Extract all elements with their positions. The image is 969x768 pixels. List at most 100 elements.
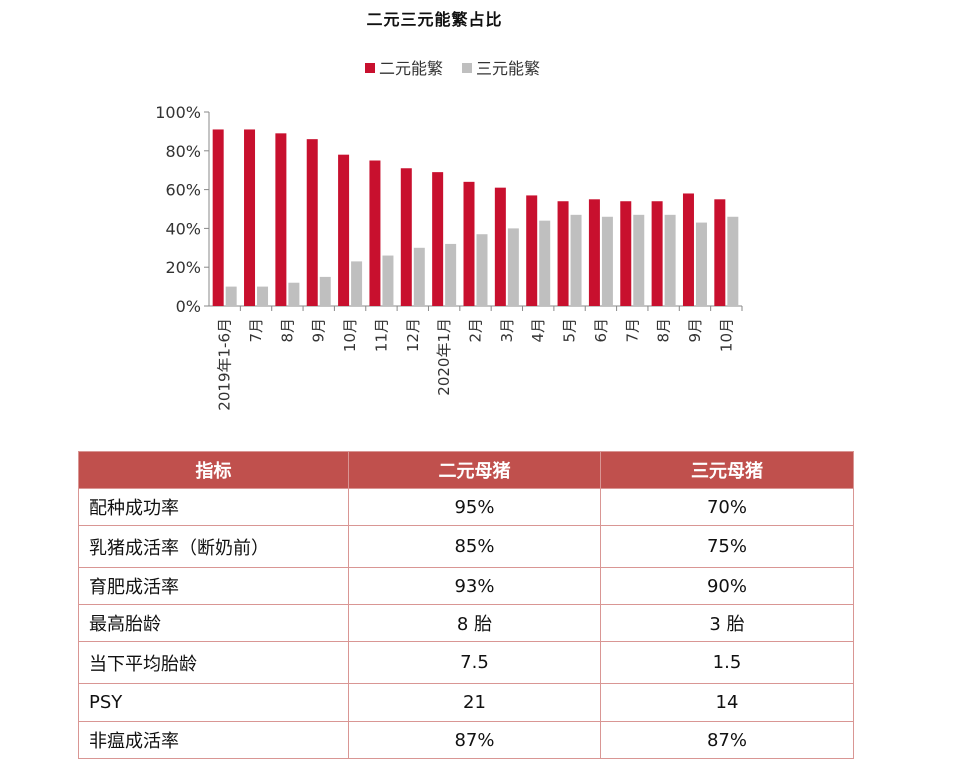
legend-item-series-2: 三元能繁 <box>462 55 540 79</box>
table-header-ternary-sow: 三元母猪 <box>600 451 854 489</box>
bar-binary-8 <box>463 181 475 306</box>
table-row: 非瘟成活率 87% 87% <box>78 721 854 759</box>
table-cell-binary-value: 87% <box>348 721 601 759</box>
bar-ternary-10 <box>539 220 551 306</box>
table-cell-indicator: PSY <box>78 683 349 722</box>
table-cell-indicator: 最高胎龄 <box>78 604 349 642</box>
table-cell-binary-value: 21 <box>348 683 601 722</box>
bar-binary-3 <box>306 139 318 306</box>
x-tick-label: 9月 <box>310 318 328 343</box>
y-tick-label: 20% <box>165 258 201 277</box>
x-tick-label: 2月 <box>467 318 485 343</box>
table-cell-ternary-value: 14 <box>600 683 854 722</box>
table-cell-binary-value: 8 胎 <box>348 604 601 642</box>
legend-swatch-series-1 <box>364 63 375 73</box>
bar-ternary-11 <box>570 214 582 306</box>
y-tick-label: 80% <box>165 142 201 161</box>
footer-note <box>680 758 960 768</box>
table-row: 育肥成活率 93% 90% <box>78 567 854 605</box>
bar-binary-6 <box>400 168 412 306</box>
bar-ternary-7 <box>445 243 457 306</box>
bar-binary-13 <box>620 201 632 306</box>
x-tick-label: 10月 <box>341 318 359 352</box>
x-tick-label: 11月 <box>372 318 390 352</box>
bar-ternary-12 <box>601 216 613 306</box>
table-cell-ternary-value: 3 胎 <box>600 604 854 642</box>
table-cell-indicator: 育肥成活率 <box>78 567 349 605</box>
bar-ternary-4 <box>351 261 363 306</box>
table-cell-binary-value: 85% <box>348 525 601 568</box>
legend-item-series-1: 二元能繁 <box>364 55 443 79</box>
table-row: 配种成功率 95% 70% <box>78 488 854 526</box>
bar-binary-0 <box>212 129 224 306</box>
table-cell-ternary-value: 70% <box>600 488 854 526</box>
bar-ternary-8 <box>476 234 488 306</box>
y-tick-label: 100% <box>155 103 201 122</box>
bar-binary-15 <box>682 193 694 306</box>
bar-ternary-3 <box>319 276 331 306</box>
x-tick-label: 4月 <box>529 318 547 343</box>
bar-binary-7 <box>432 172 444 306</box>
bar-binary-12 <box>588 199 600 306</box>
table-cell-indicator: 乳猪成活率（断奶前） <box>78 525 349 568</box>
table-cell-binary-value: 7.5 <box>348 641 601 684</box>
bar-ternary-14 <box>664 214 676 306</box>
table-header-binary-sow: 二元母猪 <box>348 451 601 489</box>
bar-binary-10 <box>526 195 538 306</box>
table-cell-ternary-value: 87% <box>600 721 854 759</box>
table-row: 乳猪成活率（断奶前） 85% 75% <box>78 525 854 568</box>
bar-binary-11 <box>557 201 569 306</box>
table-cell-indicator: 当下平均胎龄 <box>78 641 349 684</box>
bar-ternary-13 <box>633 214 645 306</box>
bar-ternary-0 <box>225 286 237 306</box>
table-cell-ternary-value: 1.5 <box>600 641 854 684</box>
bar-chart: 0% 20% 40% 60% 80% 100% 2019年1-6月 7月 8月 9月 10月 11月 1… <box>155 103 743 411</box>
legend-label-series-2: 三元能繁 <box>476 59 541 78</box>
chart-legend: 二元能繁 三元能繁 <box>0 55 905 79</box>
bar-ternary-1 <box>257 286 269 306</box>
x-tick-label: 12月 <box>404 318 422 352</box>
table-header-indicator: 指标 <box>78 451 349 489</box>
table-row: PSY 21 14 <box>78 683 854 722</box>
chart-title: 二元三元能繁占比 <box>366 10 503 29</box>
bar-binary-1 <box>244 129 256 306</box>
bar-ternary-5 <box>382 255 394 306</box>
y-tick-label: 60% <box>165 181 201 200</box>
x-tick-label: 8月 <box>655 318 673 343</box>
table-header-row: 指标 二元母猪 三元母猪 <box>78 451 854 489</box>
bar-binary-14 <box>651 201 663 306</box>
bar-binary-4 <box>338 154 350 306</box>
bar-binary-2 <box>275 133 287 306</box>
table-cell-indicator: 配种成功率 <box>78 488 349 526</box>
x-tick-label: 2019年1-6月 <box>216 318 234 411</box>
table-row: 当下平均胎龄 7.5 1.5 <box>78 641 854 684</box>
table-cell-ternary-value: 75% <box>600 525 854 568</box>
bar-binary-5 <box>369 160 381 306</box>
table-cell-ternary-value: 90% <box>600 567 854 605</box>
legend-swatch-series-2 <box>462 63 473 73</box>
table-cell-binary-value: 95% <box>348 488 601 526</box>
x-tick-label: 5月 <box>561 318 579 343</box>
table-cell-indicator: 非瘟成活率 <box>78 721 349 759</box>
x-tick-label: 7月 <box>247 318 265 343</box>
y-tick-label: 40% <box>165 219 201 238</box>
x-tick-label: 7月 <box>623 318 641 343</box>
x-tick-label: 2020年1月 <box>435 318 453 396</box>
bar-ternary-16 <box>727 216 739 306</box>
bar-ternary-9 <box>507 228 519 306</box>
bar-binary-9 <box>494 187 506 306</box>
bar-ternary-2 <box>288 282 300 306</box>
bar-ternary-15 <box>695 222 707 306</box>
table-body: 配种成功率 95% 70% 乳猪成活率（断奶前） 85% 75% 育肥成活率 93% 90% 最高… <box>78 488 854 759</box>
x-tick-label: 3月 <box>498 318 516 343</box>
legend-label-series-1: 二元能繁 <box>378 59 443 78</box>
comparison-table: 指标 二元母猪 三元母猪 配种成功率 95% 70% 乳猪成活率（断奶前） 85% 75%… <box>78 451 854 759</box>
x-tick-label: 9月 <box>686 318 704 343</box>
x-tick-label: 6月 <box>592 318 610 343</box>
x-tick-label: 8月 <box>278 318 296 343</box>
bar-binary-16 <box>714 199 726 306</box>
x-tick-label: 10月 <box>717 318 735 352</box>
bar-ternary-6 <box>413 247 425 306</box>
table-cell-binary-value: 93% <box>348 567 601 605</box>
